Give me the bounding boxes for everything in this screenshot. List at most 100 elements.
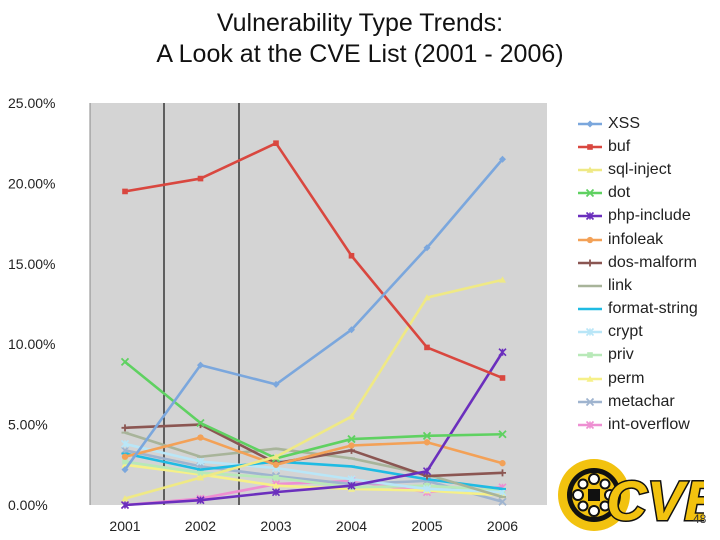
series-line	[124, 141, 503, 380]
y-tick-label: 20.00%	[8, 175, 55, 191]
data-point	[120, 439, 130, 448]
legend: XSS buf sql-inject dot php-include infoleak do…	[578, 112, 698, 437]
y-tick-label: 15.00%	[8, 256, 55, 272]
data-point	[196, 418, 205, 428]
y-tick-label: 5.00%	[8, 417, 48, 433]
data-point	[347, 434, 356, 444]
legend-item: dot	[578, 182, 698, 205]
legend-swatch	[578, 352, 602, 359]
data-point	[271, 488, 281, 497]
legend-label: priv	[608, 346, 634, 364]
series-line	[124, 452, 503, 491]
series-line	[124, 436, 503, 467]
legend-swatch	[578, 375, 602, 382]
data-point	[499, 375, 506, 381]
legend-marker	[586, 375, 594, 382]
series-infoleak	[121, 434, 506, 468]
x-tick-label: 2003	[260, 518, 291, 534]
series-link	[121, 431, 506, 499]
legend-marker	[585, 212, 595, 221]
data-point	[347, 481, 356, 490]
plot-area	[90, 103, 547, 505]
data-point	[347, 475, 356, 484]
legend-swatch	[578, 212, 602, 221]
legend-label: buf	[608, 137, 631, 155]
series-line	[124, 351, 504, 507]
series-line	[124, 431, 503, 499]
legend-swatch	[578, 236, 602, 243]
legend-swatch	[578, 307, 602, 311]
legend-item: XSS	[578, 112, 698, 135]
data-point	[348, 326, 355, 334]
legend-item: int-overflow	[578, 413, 698, 436]
data-point	[348, 413, 355, 420]
data-point	[120, 500, 130, 510]
data-point	[197, 474, 204, 481]
data-point	[120, 357, 130, 367]
data-point	[197, 175, 204, 182]
x-tick-label: 2005	[411, 518, 442, 534]
legend-marker	[586, 120, 594, 128]
legend-marker	[585, 189, 595, 198]
data-point	[197, 470, 204, 476]
legend-marker	[585, 328, 595, 337]
legend-item: perm	[578, 367, 698, 390]
legend-item: link	[578, 274, 698, 297]
legend-item: priv	[578, 344, 698, 367]
x-tick-label: 2002	[185, 518, 216, 534]
data-point	[424, 344, 430, 351]
data-point	[499, 276, 506, 283]
legend-swatch	[578, 328, 602, 337]
data-point	[272, 380, 280, 388]
data-point	[122, 458, 128, 465]
legend-item: buf	[578, 135, 698, 158]
data-point	[498, 348, 507, 357]
legend-label: infoleak	[608, 230, 664, 248]
series-sql-inject	[121, 276, 506, 502]
data-point	[273, 140, 279, 146]
page-number: 48	[693, 512, 707, 526]
chart-subtitle: A Look at the CVE List (2001 - 2006)	[156, 40, 564, 68]
legend-swatch	[578, 120, 602, 128]
data-point	[121, 466, 129, 474]
data-point	[121, 453, 129, 460]
legend-label: php-include	[608, 207, 691, 225]
series-line	[124, 442, 503, 494]
legend-swatch	[578, 143, 602, 150]
legend-marker	[586, 166, 594, 173]
series-dos-malform	[121, 421, 506, 480]
legend-label: dos-malform	[608, 253, 697, 271]
legend-label: dot	[608, 184, 631, 202]
y-tick-label: 10.00%	[8, 336, 55, 352]
legend-item: metachar	[578, 390, 698, 413]
legend-swatch	[578, 259, 602, 267]
legend-swatch	[578, 166, 602, 173]
legend-label: perm	[608, 369, 645, 387]
legend-item: format-string	[578, 298, 698, 321]
legend-label: link	[608, 276, 633, 294]
x-tick-label: 2004	[336, 518, 367, 534]
series-buf	[122, 140, 506, 381]
x-tick-label: 2001	[109, 518, 140, 534]
data-point	[498, 430, 507, 439]
series-line	[124, 460, 503, 492]
legend-label: format-string	[608, 300, 698, 318]
legend-label: crypt	[608, 323, 643, 341]
data-point	[348, 442, 355, 449]
data-point	[423, 294, 431, 301]
data-point	[498, 497, 507, 506]
legend-marker	[587, 352, 593, 359]
series-line	[123, 158, 504, 471]
cve-logo-text: CVE	[606, 469, 704, 532]
y-tick-label: 0.00%	[8, 497, 48, 513]
legend-item: crypt	[578, 321, 698, 344]
chart-title: Vulnerability Type Trends:	[216, 9, 504, 37]
data-point	[273, 474, 279, 481]
data-point	[499, 155, 506, 163]
series-dot	[120, 357, 507, 463]
series-line	[124, 423, 503, 478]
cve-logo: CVE	[556, 457, 720, 534]
data-point	[499, 460, 506, 467]
data-point	[272, 453, 280, 460]
legend-label: metachar	[608, 392, 675, 410]
